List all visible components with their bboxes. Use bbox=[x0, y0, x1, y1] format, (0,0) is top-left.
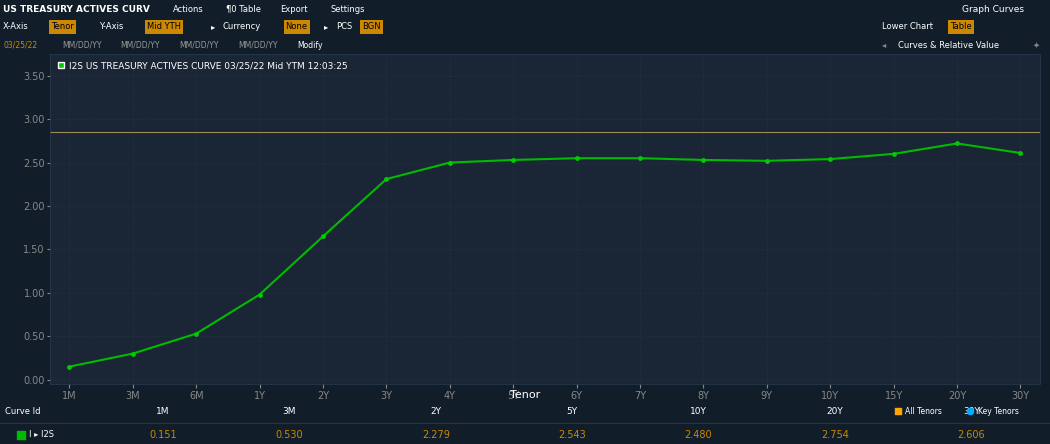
Point bbox=[188, 330, 205, 337]
Text: Key Tenors: Key Tenors bbox=[978, 407, 1018, 416]
Point bbox=[632, 155, 649, 162]
Text: 0.530: 0.530 bbox=[275, 430, 302, 440]
Text: 2.279: 2.279 bbox=[422, 430, 449, 440]
Text: 03/25/22: 03/25/22 bbox=[3, 40, 38, 49]
Text: Curves & Relative Value: Curves & Relative Value bbox=[898, 40, 999, 49]
Text: MM/DD/YY: MM/DD/YY bbox=[238, 40, 278, 49]
Text: I ▸ I2S: I ▸ I2S bbox=[29, 430, 55, 439]
Text: ◂: ◂ bbox=[882, 40, 886, 49]
Text: All Tenors: All Tenors bbox=[905, 407, 942, 416]
Text: US TREASURY ACTIVES CURV: US TREASURY ACTIVES CURV bbox=[3, 4, 150, 13]
Text: PCS: PCS bbox=[336, 23, 352, 32]
Text: None: None bbox=[286, 23, 308, 32]
Text: Actions: Actions bbox=[173, 4, 204, 13]
Legend: I2S US TREASURY ACTIVES CURVE 03/25/22 Mid YTM 12:03:25: I2S US TREASURY ACTIVES CURVE 03/25/22 M… bbox=[55, 59, 351, 73]
Text: ▸: ▸ bbox=[211, 23, 215, 32]
Point bbox=[889, 408, 906, 415]
Point bbox=[441, 159, 458, 166]
Point bbox=[505, 156, 522, 163]
Point bbox=[378, 175, 395, 182]
Text: Lower Chart: Lower Chart bbox=[882, 23, 933, 32]
Point bbox=[885, 151, 902, 158]
Text: 2.543: 2.543 bbox=[559, 430, 586, 440]
Text: Table: Table bbox=[950, 23, 972, 32]
Text: 2Y: 2Y bbox=[430, 407, 441, 416]
Point bbox=[315, 233, 332, 240]
Text: MM/DD/YY: MM/DD/YY bbox=[121, 40, 161, 49]
Point bbox=[251, 291, 268, 298]
Text: Modify: Modify bbox=[297, 40, 322, 49]
Text: BGN: BGN bbox=[362, 23, 381, 32]
Text: ¶0 Table: ¶0 Table bbox=[226, 4, 260, 13]
Point bbox=[758, 157, 775, 164]
Text: 10Y: 10Y bbox=[690, 407, 707, 416]
Text: 5Y: 5Y bbox=[567, 407, 578, 416]
Text: 30Y: 30Y bbox=[963, 407, 980, 416]
Point bbox=[962, 408, 979, 415]
Text: 2.754: 2.754 bbox=[821, 430, 848, 440]
Point bbox=[61, 363, 78, 370]
Point bbox=[1012, 150, 1029, 157]
Point bbox=[822, 155, 839, 163]
Point bbox=[695, 156, 712, 163]
Text: Graph Curves: Graph Curves bbox=[962, 4, 1024, 13]
Text: 1M: 1M bbox=[156, 407, 169, 416]
Text: Tenor: Tenor bbox=[51, 23, 75, 32]
Text: Mid YTH: Mid YTH bbox=[147, 23, 181, 32]
Text: 2.480: 2.480 bbox=[685, 430, 712, 440]
Text: MM/DD/YY: MM/DD/YY bbox=[62, 40, 102, 49]
Text: 0.151: 0.151 bbox=[149, 430, 176, 440]
Text: Y-Axis: Y-Axis bbox=[99, 23, 123, 32]
Text: 20Y: 20Y bbox=[826, 407, 843, 416]
Text: 3M: 3M bbox=[282, 407, 295, 416]
Text: X-Axis: X-Axis bbox=[3, 23, 29, 32]
Text: ▸: ▸ bbox=[324, 23, 329, 32]
Point bbox=[568, 155, 585, 162]
Text: Currency: Currency bbox=[223, 23, 260, 32]
Text: Tenor: Tenor bbox=[510, 390, 540, 400]
Text: MM/DD/YY: MM/DD/YY bbox=[180, 40, 219, 49]
Text: Export: Export bbox=[280, 4, 308, 13]
Point bbox=[949, 140, 966, 147]
Text: 2.606: 2.606 bbox=[958, 430, 985, 440]
Text: Curve Id: Curve Id bbox=[5, 407, 41, 416]
Point bbox=[13, 431, 29, 438]
Text: ✦: ✦ bbox=[1032, 40, 1040, 49]
Point bbox=[124, 350, 141, 357]
Text: Settings: Settings bbox=[331, 4, 365, 13]
